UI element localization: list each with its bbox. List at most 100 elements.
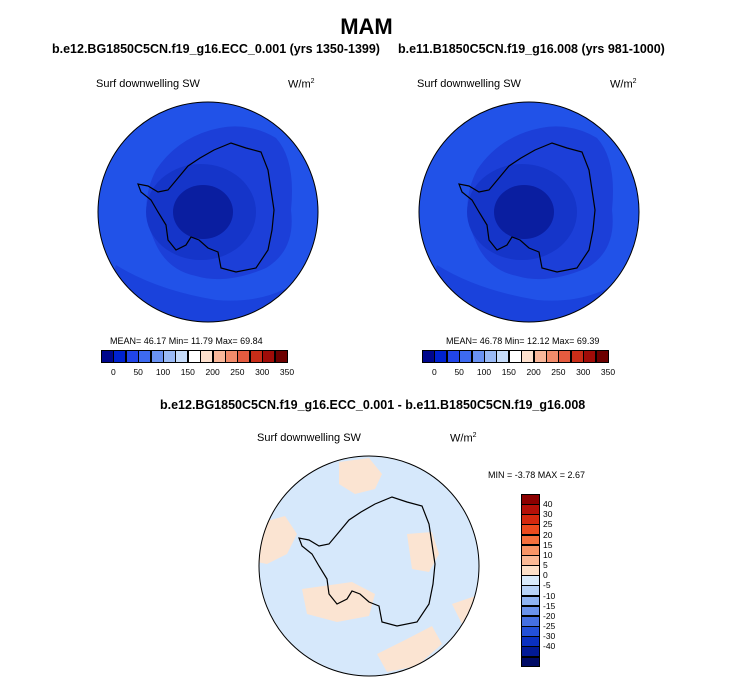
antarctica-coastline	[458, 142, 596, 273]
main-title: MAM	[340, 14, 393, 39]
variable-label-bottom: Surf downwelling SW	[257, 432, 361, 444]
colorbar-swatch	[521, 554, 540, 566]
colorbar-ticks-top-left: 0 50 100 150 200 250 300 350	[101, 367, 314, 379]
map-bottom	[258, 455, 480, 677]
colorbar-tick-label: -25	[543, 620, 556, 631]
colorbar-swatch	[101, 350, 114, 363]
colorbar-swatch	[249, 350, 263, 363]
colorbar-swatch	[521, 494, 540, 505]
colorbar-tick-label: -40	[543, 641, 556, 652]
colorbar-swatch	[163, 350, 177, 363]
colorbar-ticks-bottom: 40 30 25 20 15 10 5 0 -5 -10 -15 -20 -25 -30 -40	[543, 494, 573, 674]
panel-title-bottom: b.e12.BG1850C5CN.f19_g16.ECC_0.001 - b.e…	[160, 398, 586, 412]
colorbar-swatch	[521, 626, 540, 637]
colorbar-swatch	[521, 636, 540, 647]
colorbar-tick-label: 20	[543, 529, 553, 540]
map-border	[97, 101, 319, 323]
colorbar-ticks-top-right: 0 50 100 150 200 250 300 350	[422, 367, 635, 379]
variable-label-top-right: Surf downwelling SW	[417, 78, 521, 90]
map-positive-anomaly	[407, 532, 439, 572]
colorbar-swatch	[521, 350, 535, 363]
colorbar-swatch	[496, 350, 510, 363]
colorbar-tick-label: 350	[279, 367, 295, 377]
colorbar-top-left	[101, 350, 288, 363]
colorbar-tick-label: -30	[543, 631, 556, 642]
colorbar-tick-label: 0	[432, 367, 437, 377]
antarctica-coastline	[298, 496, 436, 627]
colorbar-swatch	[521, 615, 540, 627]
colorbar-tick-label: -5	[543, 580, 551, 591]
colorbar-swatch	[546, 350, 560, 363]
colorbar-tick-label: 250	[551, 367, 566, 377]
colorbar-swatch	[138, 350, 152, 363]
colorbar-swatch	[521, 565, 540, 576]
colorbar-swatch	[570, 350, 584, 363]
colorbar-swatch	[187, 350, 201, 363]
colorbar-swatch	[521, 595, 540, 607]
antarctica-coastline	[137, 142, 275, 273]
colorbar-swatch	[175, 350, 189, 363]
map-positive-anomaly	[302, 582, 375, 622]
colorbar-swatch	[521, 544, 540, 556]
map-top-left	[97, 101, 319, 323]
colorbar-swatch	[521, 585, 540, 597]
colorbar-tick-label: 350	[600, 367, 616, 377]
colorbar-swatch	[125, 350, 139, 363]
colorbar-swatch	[521, 656, 540, 668]
colorbar-tick-label: 5	[543, 560, 548, 571]
colorbar-swatch	[237, 350, 251, 363]
map-polar-core	[494, 185, 554, 239]
map-positive-anomaly	[259, 516, 297, 564]
colorbar-swatch	[521, 534, 540, 546]
colorbar-tick-label: -20	[543, 610, 556, 621]
map-diff-base	[259, 456, 479, 676]
stats-bottom: MIN = -3.78 MAX = 2.67	[488, 470, 586, 480]
colorbar-swatch	[521, 504, 540, 515]
colorbar-swatch	[446, 350, 460, 363]
map-polar-core	[173, 185, 233, 239]
colorbar-swatch	[521, 514, 540, 526]
colorbar-swatch	[434, 350, 448, 363]
map-border	[418, 101, 640, 323]
map-positive-anomaly	[339, 458, 382, 494]
panel-title-top-right: b.e11.B1850C5CN.f19_g16.008 (yrs 981-100…	[398, 42, 665, 56]
stats-top-left: MEAN= 46.17 Min= 11.79 Max= 69.84	[110, 336, 263, 346]
colorbar-swatch	[212, 350, 226, 363]
colorbar-tick-label: 10	[543, 549, 553, 560]
colorbar-tick-label: 300	[576, 367, 591, 377]
colorbar-swatch	[521, 524, 540, 536]
colorbar-swatch	[558, 350, 572, 363]
colorbar-tick-label: -15	[543, 600, 556, 611]
units-label-top-right: W/m2	[610, 78, 637, 91]
colorbar-swatch	[225, 350, 239, 363]
colorbar-tick-label: 30	[543, 509, 553, 520]
colorbar-tick-label: 150	[180, 367, 195, 377]
colorbar-swatch	[459, 350, 473, 363]
colorbar-swatch	[508, 350, 522, 363]
colorbar-tick-label: 250	[230, 367, 245, 377]
colorbar-tick-label: -10	[543, 590, 556, 601]
map-top-right	[418, 101, 640, 323]
colorbar-tick-label: 100	[476, 367, 492, 377]
colorbar-swatch	[200, 350, 214, 363]
colorbar-tick-label: 15	[543, 539, 553, 550]
colorbar-tick-label: 200	[205, 367, 220, 377]
colorbar-swatch	[262, 350, 276, 363]
map-positive-anomaly	[377, 626, 442, 672]
colorbar-tick-label: 40	[543, 499, 553, 510]
colorbar-swatch	[150, 350, 164, 363]
colorbar-bottom	[521, 494, 540, 668]
variable-label-top-left: Surf downwelling SW	[96, 78, 200, 90]
colorbar-tick-label: 50	[454, 367, 464, 377]
stats-top-right: MEAN= 46.78 Min= 12.12 Max= 69.39	[446, 336, 600, 346]
colorbar-tick-label: 200	[526, 367, 541, 377]
colorbar-swatch	[521, 575, 540, 586]
colorbar-swatch	[521, 646, 540, 658]
colorbar-tick-label: 100	[155, 367, 171, 377]
colorbar-tick-label: 0	[111, 367, 116, 377]
colorbar-tick-label: 50	[133, 367, 143, 377]
map-border	[258, 455, 480, 677]
colorbar-swatch	[595, 350, 609, 363]
units-label-bottom: W/m2	[450, 432, 477, 445]
colorbar-tick-label: 150	[501, 367, 516, 377]
